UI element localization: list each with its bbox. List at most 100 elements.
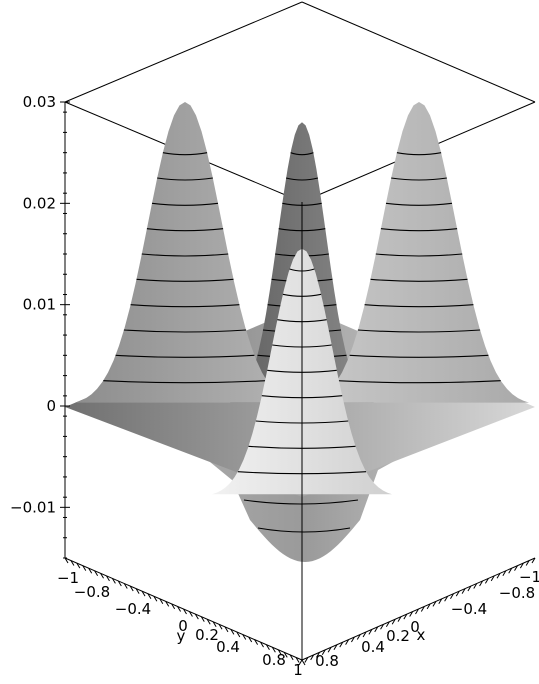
x-tick-label: 0.8 [315, 652, 339, 670]
x-minor-tick [385, 621, 390, 628]
y-tick-label: −0.4 [115, 600, 151, 618]
y-minor-tick [218, 624, 223, 630]
y-minor-tick [271, 646, 276, 653]
x-minor-tick [496, 573, 501, 579]
y-minor-tick [100, 573, 104, 579]
x-axis: −1−0.8 −0.4 00.20.4 0.8 x [298, 557, 539, 670]
x-minor-tick [519, 562, 524, 569]
y-minor-tick [171, 603, 176, 610]
contour-line [243, 499, 359, 505]
y-tick-label: −1 [57, 569, 79, 587]
y-minor-tick [106, 575, 110, 582]
x-minor-tick [455, 590, 460, 597]
surface [65, 102, 535, 562]
x-minor-tick [356, 634, 361, 640]
x-minor-tick [525, 560, 530, 566]
x-tick-label: 0 [410, 618, 420, 636]
x-minor-tick [403, 613, 408, 620]
contour-line [290, 152, 314, 156]
y-minor-tick [248, 636, 253, 643]
y-minor-tick [183, 608, 187, 615]
x-minor-tick [508, 567, 513, 574]
y-minor-tick [283, 652, 288, 658]
y-tick-label: 0.4 [216, 638, 240, 656]
contour-line [103, 380, 267, 384]
contour-line [123, 329, 247, 333]
x-tick-label: −0.4 [451, 600, 487, 618]
x-minor-tick [461, 588, 466, 594]
contour-line [257, 527, 351, 533]
x-minor-tick [426, 603, 431, 610]
y-tick-label: 0.8 [262, 651, 286, 669]
y-tick-label: 0.2 [195, 626, 219, 644]
x-minor-tick [339, 641, 344, 648]
contour-line [141, 253, 229, 257]
x-minor-tick [350, 636, 355, 643]
z-tick-label: −0.01 [10, 498, 56, 516]
y-tick-label: 0 [178, 617, 188, 635]
y-minor-tick [194, 613, 199, 620]
x-minor-tick [327, 646, 332, 653]
y-tick-label: −0.8 [74, 583, 110, 601]
contour-line [349, 354, 489, 358]
y-minor-tick [165, 601, 170, 607]
z-tick-label: 0.03 [23, 93, 56, 111]
x-minor-tick [502, 570, 507, 577]
x-minor-tick [298, 659, 303, 666]
y-minor-tick [70, 560, 75, 566]
right-peak [309, 102, 529, 403]
x-minor-tick [438, 598, 443, 605]
x-minor-tick [531, 557, 536, 564]
y-minor-tick [147, 593, 152, 599]
x-minor-tick [484, 578, 489, 584]
y-minor-tick [242, 634, 247, 640]
x-minor-tick [310, 654, 315, 661]
contour-line [157, 177, 213, 181]
x-minor-tick [420, 606, 425, 612]
y-minor-tick [236, 631, 241, 638]
x-minor-tick [316, 652, 320, 658]
contour-line [337, 380, 501, 384]
y-minor-tick [64, 557, 69, 564]
box-edge [301, 1, 536, 103]
y-minor-tick [289, 654, 294, 661]
x-minor-tick [514, 565, 518, 571]
y-minor-tick [212, 621, 217, 628]
y-tick-label: 1 [293, 661, 303, 679]
y-minor-tick [188, 611, 193, 617]
contour-line [391, 177, 447, 181]
contour-line [136, 278, 234, 282]
y-minor-tick [153, 595, 158, 602]
x-minor-tick [374, 626, 379, 633]
x-tick-label: 0.2 [386, 627, 410, 645]
y-minor-tick [301, 659, 306, 666]
x-minor-tick [450, 593, 454, 599]
x-minor-tick [415, 608, 419, 615]
x-tick-label: −0.8 [499, 584, 535, 602]
left-peak [75, 102, 295, 403]
contour-line [357, 329, 481, 333]
x-minor-tick [391, 618, 396, 625]
contour-line [396, 152, 442, 156]
y-minor-tick [254, 639, 259, 645]
x-minor-tick [380, 624, 384, 630]
x-minor-tick [333, 644, 338, 650]
contour-line [285, 177, 319, 181]
x-minor-tick [432, 601, 437, 607]
contour-line [364, 304, 474, 308]
contour-line [380, 228, 458, 232]
x-minor-tick [345, 639, 350, 645]
y-axis-label: y [177, 627, 186, 645]
contour-line [370, 278, 468, 282]
y-minor-tick [177, 606, 182, 612]
contour-line [130, 304, 240, 308]
x-minor-tick [304, 657, 309, 663]
y-minor-tick [117, 580, 122, 587]
y-minor-tick [82, 565, 87, 571]
contour-line [385, 202, 453, 206]
box-edge [64, 1, 303, 103]
y-minor-tick [200, 616, 205, 622]
y-minor-tick [159, 598, 164, 605]
x-axis-label: x [417, 626, 426, 644]
